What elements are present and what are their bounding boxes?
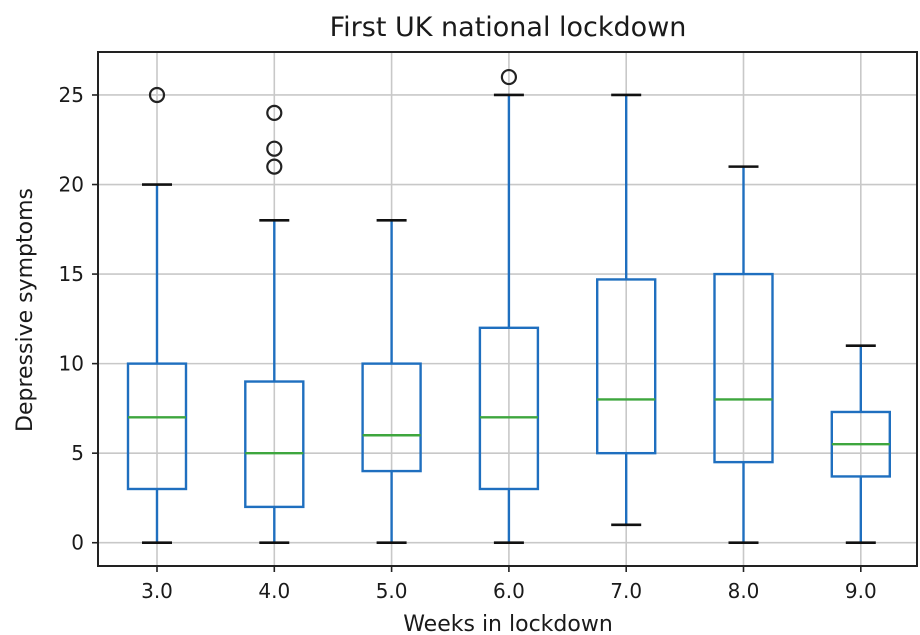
x-axis-label: Weeks in lockdown (403, 612, 613, 635)
x-tick-label: 4.0 (258, 579, 290, 603)
y-axis-label: Depressive symptoms (13, 188, 38, 432)
y-tick-label: 5 (71, 441, 84, 465)
x-tick-label: 8.0 (728, 579, 760, 603)
y-tick-label: 0 (71, 531, 84, 555)
x-tick-label: 3.0 (141, 579, 173, 603)
chart-title: First UK national lockdown (330, 12, 687, 43)
y-tick-label: 25 (59, 83, 84, 107)
box-group (832, 346, 890, 543)
x-tick-label: 5.0 (376, 579, 408, 603)
x-tick-label: 6.0 (493, 579, 525, 603)
x-tick-label: 7.0 (610, 579, 642, 603)
x-tick-label: 9.0 (845, 579, 877, 603)
y-tick-label: 20 (59, 173, 84, 197)
y-tick-label: 15 (59, 262, 84, 286)
y-tick-label: 10 (59, 352, 84, 376)
